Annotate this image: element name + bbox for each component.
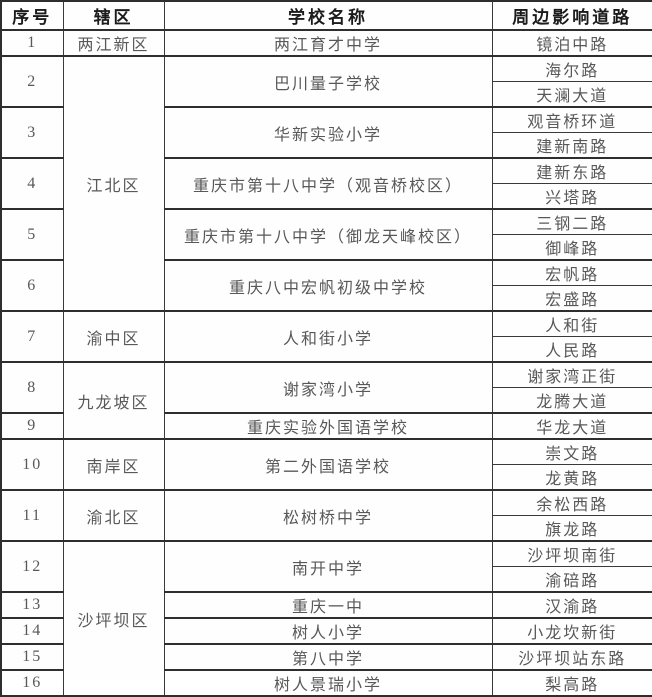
road-cell: 御峰路 — [491, 234, 652, 261]
table-row: 6 重庆八中宏帆初级中学校 宏帆路 — [0, 259, 652, 312]
serial-number-cell: 5 — [0, 208, 64, 261]
school-name-cell: 人和街小学 — [163, 310, 493, 363]
school-name-cell: 重庆市第十八中学（御龙天峰校区） — [163, 208, 493, 261]
school-name-cell: 重庆实验外国语学校 — [163, 412, 493, 440]
road-cell: 沙坪坝站东路 — [491, 643, 652, 671]
school-name-cell: 树人小学 — [163, 617, 493, 645]
school-name-cell: 两江育才中学 — [163, 29, 493, 57]
table-row: 宏盛路 — [1, 285, 652, 312]
serial-number-cell: 4 — [0, 157, 64, 210]
road-cell: 华龙大道 — [491, 412, 652, 440]
table-row: 兴塔路 — [1, 183, 652, 210]
serial-number-cell: 8 — [0, 361, 64, 414]
district-cell: 渝中区 — [62, 310, 165, 363]
serial-number-cell: 9 — [0, 412, 64, 440]
school-name-cell: 南开中学 — [163, 540, 493, 593]
table-row: 7 渝中区 人和街小学 人和街 — [0, 310, 652, 363]
serial-number-cell: 3 — [0, 106, 64, 159]
road-cell: 宏帆路 — [491, 259, 652, 286]
school-name-cell: 树人景瑞小学 — [163, 669, 493, 697]
serial-number-cell: 2 — [0, 55, 64, 108]
road-cell: 余松西路 — [491, 489, 652, 516]
header-affected-roads: 周边影响道路 — [491, 0, 652, 31]
district-cell: 南岸区 — [62, 438, 165, 491]
road-cell: 人民路 — [491, 336, 652, 363]
table-row: 旗龙路 — [1, 515, 652, 542]
road-cell: 海尔路 — [491, 55, 652, 82]
table-row: 龙黄路 — [1, 464, 652, 491]
road-cell: 宏盛路 — [491, 285, 652, 312]
serial-number-cell: 10 — [0, 438, 64, 491]
table-header: 序号 辖区 学校名称 周边影响道路 — [0, 0, 652, 31]
road-cell: 旗龙路 — [491, 515, 652, 542]
serial-number-cell: 12 — [0, 540, 64, 593]
school-name-cell: 第八中学 — [163, 643, 493, 671]
school-name-cell: 谢家湾小学 — [163, 361, 493, 414]
table-row: 15 第八中学 沙坪坝站东路 — [0, 643, 652, 671]
table-row: 人民路 — [1, 336, 652, 363]
table-row: 渝碚路 — [1, 566, 652, 593]
road-cell: 兴塔路 — [491, 183, 652, 210]
school-name-cell: 重庆市第十八中学（观音桥校区） — [163, 157, 493, 210]
road-cell: 汉渝路 — [491, 591, 652, 619]
header-row: 序号 辖区 学校名称 周边影响道路 — [0, 0, 652, 31]
district-cell: 渝北区 — [62, 489, 165, 542]
serial-number-cell: 11 — [0, 489, 64, 542]
table-row: 13 重庆一中 汉渝路 — [0, 591, 652, 619]
district-cell: 两江新区 — [62, 29, 165, 57]
header-serial-number: 序号 — [0, 0, 64, 31]
serial-number-cell: 7 — [0, 310, 64, 363]
table-row: 天澜大道 — [1, 81, 652, 108]
table-row: 1 两江新区 两江育才中学 镜泊中路 — [0, 29, 652, 57]
district-cell: 九龙坡区 — [62, 361, 165, 440]
school-name-cell: 巴川量子学校 — [163, 55, 493, 108]
table-row: 11 渝北区 松树桥中学 余松西路 — [0, 489, 652, 542]
road-cell: 谢家湾正街 — [491, 361, 652, 388]
table-body: 1 两江新区 两江育才中学 镜泊中路 2 江北区 巴川量子学校 海尔路 天澜大道 3 华新实验小学观… — [0, 29, 652, 697]
road-cell: 镜泊中路 — [491, 29, 652, 57]
school-name-cell: 松树桥中学 — [163, 489, 493, 542]
road-cell: 龙黄路 — [491, 464, 652, 491]
serial-number-cell: 6 — [0, 259, 64, 312]
road-cell: 三钢二路 — [491, 208, 652, 235]
serial-number-cell: 14 — [0, 617, 64, 645]
table-row: 12 沙坪坝区 南开中学 沙坪坝南街 — [0, 540, 652, 697]
school-name-cell: 重庆八中宏帆初级中学校 — [163, 259, 493, 312]
road-cell: 崇文路 — [491, 438, 652, 465]
road-cell: 沙坪坝南街 — [491, 540, 652, 567]
road-cell: 人和街 — [491, 310, 652, 337]
road-cell: 建新南路 — [491, 132, 652, 159]
table-row: 8 九龙坡区 谢家湾小学 谢家湾正街 — [0, 361, 652, 440]
road-cell: 龙腾大道 — [491, 387, 652, 414]
table-row: 御峰路 — [1, 234, 652, 261]
serial-number-cell: 16 — [0, 669, 64, 697]
road-cell: 梨高路 — [491, 669, 652, 697]
school-name-cell: 第二外国语学校 — [163, 438, 493, 491]
serial-number-cell: 15 — [0, 643, 64, 671]
school-name-cell: 重庆一中 — [163, 591, 493, 619]
table-row: 2 江北区 巴川量子学校 海尔路 — [0, 55, 652, 312]
serial-number-cell: 1 — [0, 29, 64, 57]
road-cell: 小龙坎新街 — [491, 617, 652, 645]
district-cell: 沙坪坝区 — [62, 540, 165, 697]
table-row: 建新南路 — [1, 132, 652, 159]
table-row: 10 南岸区 第二外国语学校 崇文路 — [0, 438, 652, 491]
table-row: 龙腾大道 — [1, 387, 652, 414]
table-row: 5 重庆市第十八中学（御龙天峰校区） 三钢二路 — [0, 208, 652, 261]
school-name-cell: 华新实验小学 — [163, 106, 493, 159]
road-cell: 建新东路 — [491, 157, 652, 184]
header-school-name: 学校名称 — [163, 0, 493, 31]
road-cell: 渝碚路 — [491, 566, 652, 593]
header-district: 辖区 — [62, 0, 165, 31]
table-row: 14 树人小学 小龙坎新街 — [0, 617, 652, 645]
serial-number-cell: 13 — [0, 591, 64, 619]
district-cell: 江北区 — [62, 55, 165, 312]
road-cell: 天澜大道 — [491, 81, 652, 108]
road-cell: 观音桥环道 — [491, 106, 652, 133]
table-row: 9 重庆实验外国语学校 华龙大道 — [0, 412, 652, 440]
